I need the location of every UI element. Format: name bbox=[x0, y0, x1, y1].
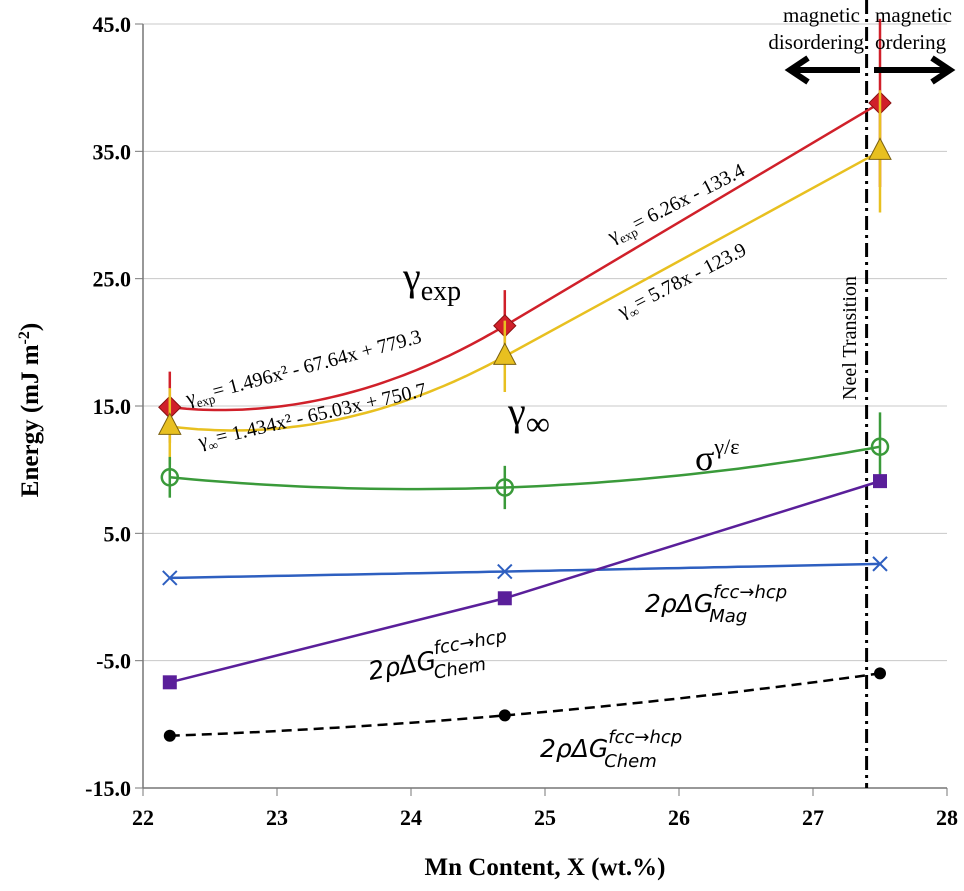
gamma-inf-label: γ∞ bbox=[507, 389, 550, 443]
arrow-left-icon bbox=[784, 55, 860, 85]
x-tick-label: 26 bbox=[668, 805, 690, 830]
ginf-line bbox=[169, 150, 881, 432]
x-tick-label: 23 bbox=[266, 805, 288, 830]
dg-mag-label: 2ρΔGfcc→hcp Mag bbox=[645, 582, 787, 627]
mag-line bbox=[169, 562, 881, 580]
y-axis-label: Energy (mJ m-2) bbox=[16, 323, 44, 497]
magnetic-disordering-2: disordering bbox=[768, 30, 864, 54]
chem-point bbox=[873, 474, 887, 489]
dg-chem-label-2: 2ρΔGfcc→hcp Chem bbox=[540, 727, 682, 772]
magnetic-ordering-2: ordering bbox=[875, 30, 947, 54]
x-tick-label: 28 bbox=[936, 805, 958, 830]
gamma-exp-label: γexp bbox=[402, 254, 461, 307]
y-tick-label: -15.0 bbox=[85, 776, 131, 801]
ginf-point bbox=[492, 342, 517, 365]
gamma-exp-linear-fit: γexp= 6.26x - 133.4 bbox=[603, 159, 749, 250]
chem2-point bbox=[498, 709, 511, 722]
ginf-point bbox=[868, 137, 892, 160]
y-tick-label: 5.0 bbox=[104, 521, 132, 546]
mag-point bbox=[162, 570, 178, 586]
y-tick-label: -5.0 bbox=[96, 649, 131, 674]
mag-point bbox=[872, 556, 888, 572]
sigma-label: σγ/ε bbox=[695, 434, 739, 478]
y-tick-label: 15.0 bbox=[93, 394, 132, 419]
chem2-line bbox=[169, 672, 881, 738]
gexp-line bbox=[169, 101, 881, 412]
magnetic-ordering-1: magnetic bbox=[875, 3, 952, 27]
neel-transition-label: Neel Transition bbox=[839, 276, 861, 400]
sigma-point bbox=[870, 437, 890, 456]
svg-text:γexp= 6.26x - 133.4: γexp= 6.26x - 133.4 bbox=[603, 159, 749, 250]
sigma-point bbox=[160, 468, 180, 487]
chem-point bbox=[162, 675, 177, 690]
x-mark bbox=[497, 563, 513, 580]
arrow-right-icon bbox=[874, 55, 956, 85]
y-tick-label: 25.0 bbox=[93, 267, 132, 292]
chem2-point bbox=[163, 729, 176, 742]
x-mark bbox=[162, 570, 178, 586]
mag-point bbox=[497, 563, 513, 580]
y-tick-label: 35.0 bbox=[93, 139, 132, 164]
ginf-point bbox=[157, 412, 182, 435]
sigma-point bbox=[495, 478, 515, 497]
x-tick-label: 27 bbox=[802, 805, 824, 830]
svg-text:γ∞= 5.78x - 123.9: γ∞= 5.78x - 123.9 bbox=[613, 239, 751, 326]
gamma-inf-linear-fit: γ∞= 5.78x - 123.9 bbox=[613, 239, 751, 326]
x-axis-label: Mn Content, X (wt.%) bbox=[425, 854, 666, 881]
x-mark bbox=[872, 556, 888, 572]
chem-point bbox=[497, 591, 512, 606]
chem2-point bbox=[874, 667, 886, 680]
x-tick-label: 22 bbox=[132, 805, 154, 830]
y-tick-label: 45.0 bbox=[93, 12, 132, 37]
sigma-line bbox=[169, 445, 881, 491]
magnetic-disordering-1: magnetic bbox=[783, 3, 860, 27]
x-tick-label: 25 bbox=[534, 805, 556, 830]
x-tick-label: 24 bbox=[400, 805, 422, 830]
